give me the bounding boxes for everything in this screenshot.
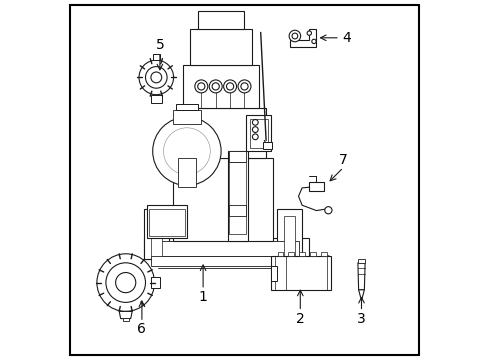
Bar (358, 259, 364, 263)
Bar (229, 205, 245, 216)
Bar (277, 252, 283, 256)
Polygon shape (271, 266, 276, 281)
Polygon shape (151, 216, 162, 256)
Circle shape (291, 33, 297, 39)
Polygon shape (228, 151, 247, 241)
Bar (309, 182, 323, 191)
Circle shape (106, 263, 145, 302)
Circle shape (194, 80, 207, 93)
Bar (288, 252, 294, 256)
Circle shape (252, 127, 258, 132)
Polygon shape (143, 209, 168, 259)
Polygon shape (176, 104, 197, 110)
Circle shape (151, 72, 162, 83)
Bar (150, 95, 162, 103)
Bar (172, 110, 201, 124)
Circle shape (311, 39, 316, 44)
Circle shape (252, 134, 258, 140)
Text: 7: 7 (339, 153, 347, 167)
Polygon shape (154, 241, 298, 256)
Text: 2: 2 (295, 312, 304, 325)
Circle shape (223, 80, 236, 93)
Polygon shape (190, 29, 251, 65)
Circle shape (197, 83, 204, 90)
Bar (249, 119, 267, 148)
Polygon shape (276, 209, 302, 259)
Polygon shape (358, 290, 364, 301)
Bar (299, 252, 305, 256)
Circle shape (209, 80, 222, 93)
Circle shape (324, 207, 331, 214)
Circle shape (288, 30, 300, 42)
Bar (147, 205, 186, 238)
Bar (122, 318, 128, 321)
Polygon shape (271, 256, 330, 290)
Polygon shape (289, 29, 316, 47)
Polygon shape (143, 238, 309, 259)
Bar (178, 158, 196, 187)
Text: 5: 5 (155, 38, 164, 52)
Bar (229, 162, 245, 234)
Polygon shape (151, 256, 294, 266)
Bar (152, 54, 160, 60)
Circle shape (238, 80, 250, 93)
Bar (151, 277, 160, 288)
Polygon shape (284, 216, 294, 256)
Bar (149, 209, 185, 236)
Text: 4: 4 (342, 31, 351, 45)
Circle shape (212, 83, 219, 90)
Polygon shape (183, 65, 258, 108)
Text: 6: 6 (137, 323, 146, 336)
Circle shape (97, 254, 154, 311)
Bar (229, 151, 245, 162)
Circle shape (241, 83, 247, 90)
Circle shape (152, 117, 221, 185)
Circle shape (145, 67, 167, 88)
Circle shape (163, 128, 210, 175)
Polygon shape (357, 263, 365, 290)
Circle shape (306, 31, 311, 35)
Circle shape (226, 83, 233, 90)
Text: 3: 3 (356, 312, 365, 325)
Circle shape (139, 60, 173, 95)
Polygon shape (197, 11, 244, 29)
Polygon shape (179, 108, 265, 158)
Bar (246, 115, 271, 151)
Circle shape (252, 120, 258, 125)
Circle shape (115, 273, 136, 293)
Bar (309, 252, 315, 256)
Bar (262, 142, 271, 149)
Polygon shape (119, 311, 132, 319)
Polygon shape (172, 158, 273, 241)
Text: 1: 1 (198, 290, 207, 304)
Bar (320, 252, 326, 256)
